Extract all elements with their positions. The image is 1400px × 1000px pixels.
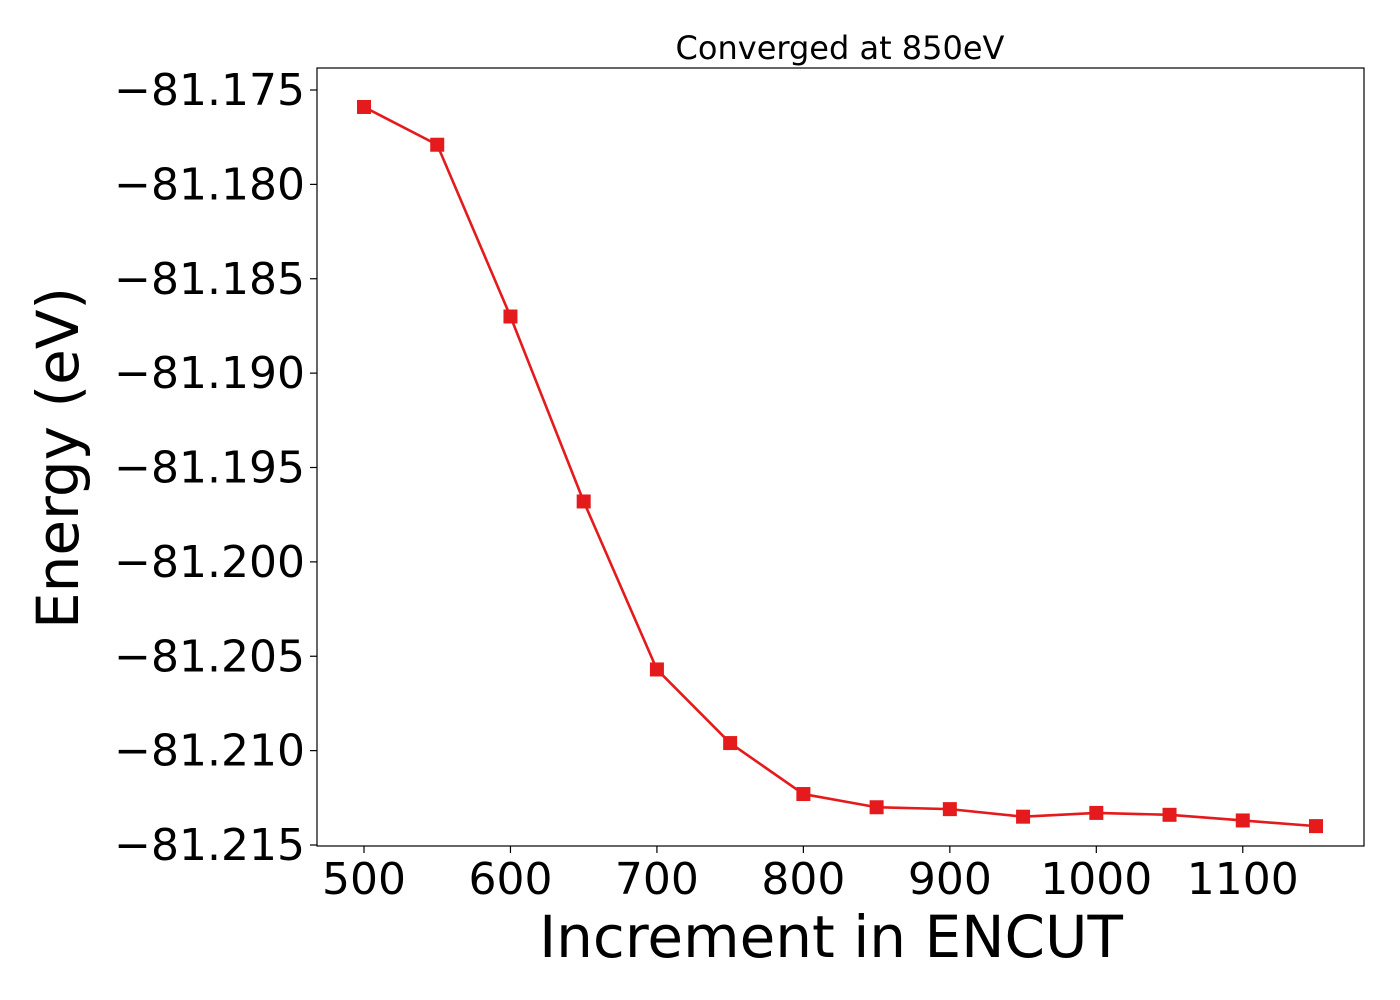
y-tick-label: −81.205 <box>114 631 305 682</box>
y-tick-label: −81.190 <box>114 348 305 399</box>
y-tick-label: −81.215 <box>114 820 305 871</box>
y-axis-label: Energy (eV) <box>24 287 92 629</box>
data-point <box>576 494 591 509</box>
data-point <box>430 137 445 152</box>
y-tick-label: −81.200 <box>114 537 305 588</box>
data-point <box>1309 819 1323 834</box>
y-tick-label: −81.185 <box>114 254 305 305</box>
data-point <box>1089 805 1104 820</box>
data-point <box>1016 809 1031 824</box>
data-point <box>723 736 738 751</box>
data-point <box>942 802 957 817</box>
series-line <box>363 105 1317 828</box>
data-point <box>649 662 664 677</box>
data-point <box>503 309 518 324</box>
data-point <box>1235 813 1250 828</box>
y-tick-label: −81.175 <box>114 65 305 116</box>
x-axis-label: Increment in ENCUT <box>539 903 1123 971</box>
x-tick-label: 500 <box>322 854 406 905</box>
data-point <box>869 800 884 815</box>
x-tick-label: 700 <box>615 854 699 905</box>
x-tick-label: 1100 <box>1187 854 1299 905</box>
plot-frame <box>316 67 1365 847</box>
y-tick-label: −81.210 <box>114 726 305 777</box>
x-tick-label: 800 <box>761 854 845 905</box>
chart-title: Converged at 850eV <box>676 29 1005 67</box>
y-tick-label: −81.180 <box>114 159 305 210</box>
axes: 500 600 700 800 900 1000 1100 −81.175 −81.180 −81… <box>114 65 1365 905</box>
y-tick-label: −81.195 <box>114 443 305 494</box>
x-tick-label: 900 <box>908 854 992 905</box>
x-tick-label: 600 <box>468 854 552 905</box>
data-point <box>357 99 371 114</box>
x-tick-label: 1000 <box>1040 854 1152 905</box>
data-point <box>1162 807 1177 822</box>
series-energy <box>357 99 1323 834</box>
data-point <box>796 787 811 802</box>
